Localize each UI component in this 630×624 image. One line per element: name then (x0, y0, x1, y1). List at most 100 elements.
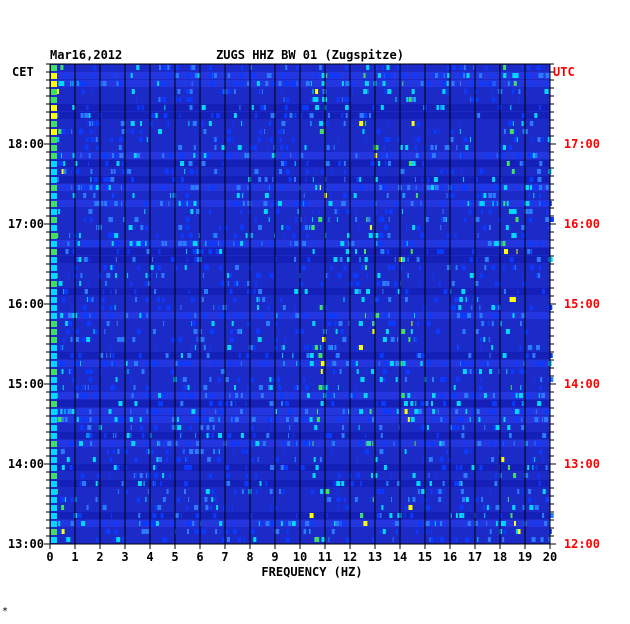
spectrogram-cell (133, 153, 137, 158)
spectrogram-cell (440, 201, 444, 206)
spectrogram-cell (538, 73, 542, 78)
spectrogram-cell (484, 513, 486, 518)
spectrogram-cell (74, 513, 79, 518)
spectrogram-cell (431, 401, 433, 406)
spectrogram-cell (321, 81, 326, 86)
spectrogram-cell (414, 441, 416, 446)
spectrogram-cell (304, 105, 309, 110)
spectrogram-cell (152, 329, 156, 334)
spectrogram-cell (530, 305, 534, 310)
spectrogram-cell (477, 113, 481, 118)
spectrogram-cell (166, 441, 168, 446)
spectrogram-cell (411, 161, 416, 166)
spectrogram-cell (127, 273, 129, 278)
spectrogram-cell (410, 241, 414, 246)
spectrogram-cell (288, 409, 292, 414)
spectrogram-cell (247, 289, 251, 294)
spectrogram-cell (242, 201, 245, 206)
spectrogram-cell (432, 393, 435, 398)
spectrogram-cell (337, 489, 338, 494)
spectrogram-cell (451, 185, 456, 190)
spectrogram-cell (382, 529, 386, 534)
spectrogram-cell (155, 185, 157, 190)
spectrogram-cell (531, 457, 535, 462)
spectrogram-cell (338, 321, 343, 326)
spectrogram-cell (166, 305, 171, 310)
spectrogram-cell (512, 129, 516, 134)
spectrogram-cell (265, 353, 269, 358)
spectrogram-cell (315, 465, 317, 470)
spectrogram-cell (420, 497, 422, 502)
spectrogram-cell (332, 361, 337, 366)
spectrogram-cell (109, 313, 113, 318)
spectrogram-cell (80, 393, 84, 398)
spectrogram-cell (334, 521, 336, 526)
spectrogram-cell (121, 201, 123, 206)
spectrogram-cell (365, 265, 368, 270)
spectrogram-cell (51, 449, 57, 455)
spectrogram-cell (516, 137, 518, 142)
spectrogram-cell (188, 289, 190, 294)
spectrogram-cell (204, 289, 208, 294)
spectrogram-cell (525, 353, 529, 358)
spectrogram-cell (497, 193, 499, 198)
spectrogram-cell (235, 201, 238, 206)
spectrogram-cell (345, 81, 349, 86)
spectrogram-cell (285, 401, 289, 406)
spectrogram-cell (315, 465, 319, 470)
spectrogram-cell (130, 433, 132, 438)
spectrogram-cell (250, 313, 252, 318)
spectrogram-cell (193, 201, 197, 206)
spectrogram-cell (51, 89, 57, 95)
spectrogram-cell (105, 161, 109, 166)
spectrogram-cell (403, 193, 406, 198)
spectrogram-cell (109, 137, 111, 142)
spectrogram-cell (107, 233, 112, 238)
spectrogram-cell (258, 313, 263, 318)
spectrogram-cell (214, 145, 217, 150)
spectrogram-cell (495, 97, 497, 102)
spectrogram-cell (522, 401, 524, 406)
spectrogram-cell (85, 241, 89, 246)
spectrogram-cell (241, 489, 244, 494)
spectrogram-cell (480, 337, 482, 342)
spectrogram-cell (51, 441, 57, 447)
spectrogram-cell (294, 241, 299, 246)
spectrogram-cell (67, 241, 70, 246)
spectrogram-cell (284, 113, 288, 118)
spectrogram-cell (412, 497, 416, 502)
spectrogram-cell (79, 129, 84, 134)
spectrogram-cell (115, 289, 117, 294)
spectrogram-cell (209, 473, 212, 478)
spectrogram-cell (492, 177, 496, 182)
spectrogram-cell (327, 321, 332, 326)
spectrogram-cell (129, 369, 131, 374)
spectrogram-cell (193, 145, 196, 150)
spectrogram-cell (459, 129, 461, 134)
spectrogram-cell (322, 97, 326, 102)
spectrogram-cell (312, 97, 315, 102)
spectrogram-cell (382, 409, 387, 414)
spectrogram-cell (506, 161, 510, 166)
spectrogram-cell (63, 289, 68, 294)
spectrogram-cell (542, 513, 545, 518)
spectrogram-cell (327, 385, 329, 390)
spectrogram-cell (312, 177, 314, 182)
spectrogram-cell (529, 177, 534, 182)
spectrogram-cell (152, 361, 155, 366)
spectrogram-cell (81, 185, 85, 190)
spectrogram-cell (194, 73, 198, 78)
spectrogram-cell (69, 233, 71, 238)
spectrogram-cell (427, 177, 430, 182)
spectrogram-cell (175, 441, 178, 446)
spectrogram-cell (72, 105, 76, 110)
spectrogram-cell (521, 241, 524, 246)
spectrogram-cell (116, 81, 119, 86)
spectrogram-cell (505, 225, 509, 230)
spectrogram-cell (439, 457, 444, 462)
spectrogram-cell (126, 313, 129, 318)
spectrogram-cell (503, 73, 507, 78)
spectrogram-cell (129, 241, 133, 246)
spectrogram-cell (423, 105, 425, 110)
spectrogram-cell (243, 537, 245, 542)
